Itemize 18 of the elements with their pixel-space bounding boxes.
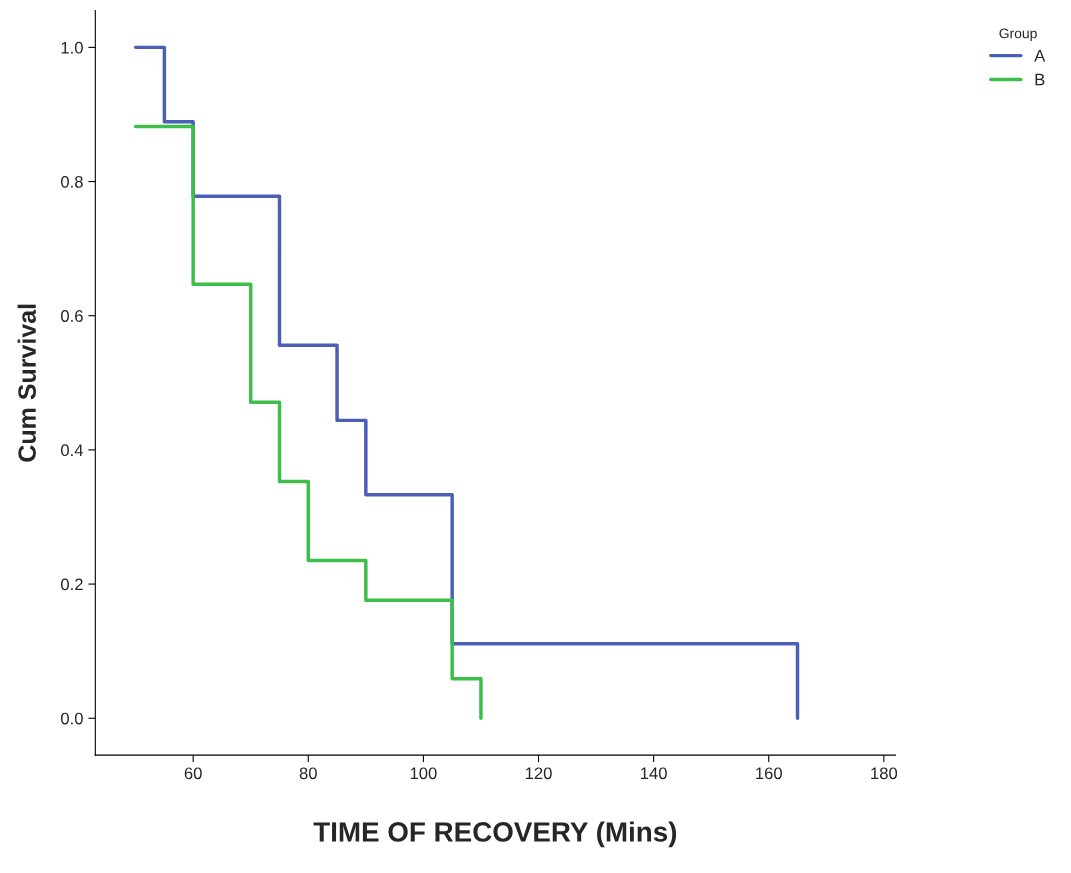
x-tick-label: 140 — [640, 767, 667, 780]
legend-label: B — [1035, 73, 1045, 86]
legend-label: A — [1034, 49, 1046, 62]
y-tick-label: 0.8 — [61, 175, 83, 188]
x-tick-label: 160 — [756, 767, 782, 780]
legend-title: Group — [999, 28, 1037, 42]
x-tick-label: 60 — [184, 767, 202, 780]
y-tick-label: 0.2 — [61, 578, 83, 591]
x-tick-label: 100 — [410, 767, 437, 780]
x-tick-label: 80 — [299, 767, 317, 780]
y-tick-label: 0.6 — [61, 310, 83, 322]
x-axis-title: TIME OF RECOVERY (Mins) — [313, 821, 677, 848]
y-axis-title: Cum Survival — [17, 304, 36, 462]
y-tick-label: 0.4 — [61, 444, 84, 457]
x-tick-label: 120 — [525, 767, 552, 780]
y-tick-label: 1.0 — [61, 41, 83, 54]
x-tick-label: 180 — [871, 767, 898, 780]
y-tick-label: 0.0 — [61, 712, 83, 725]
